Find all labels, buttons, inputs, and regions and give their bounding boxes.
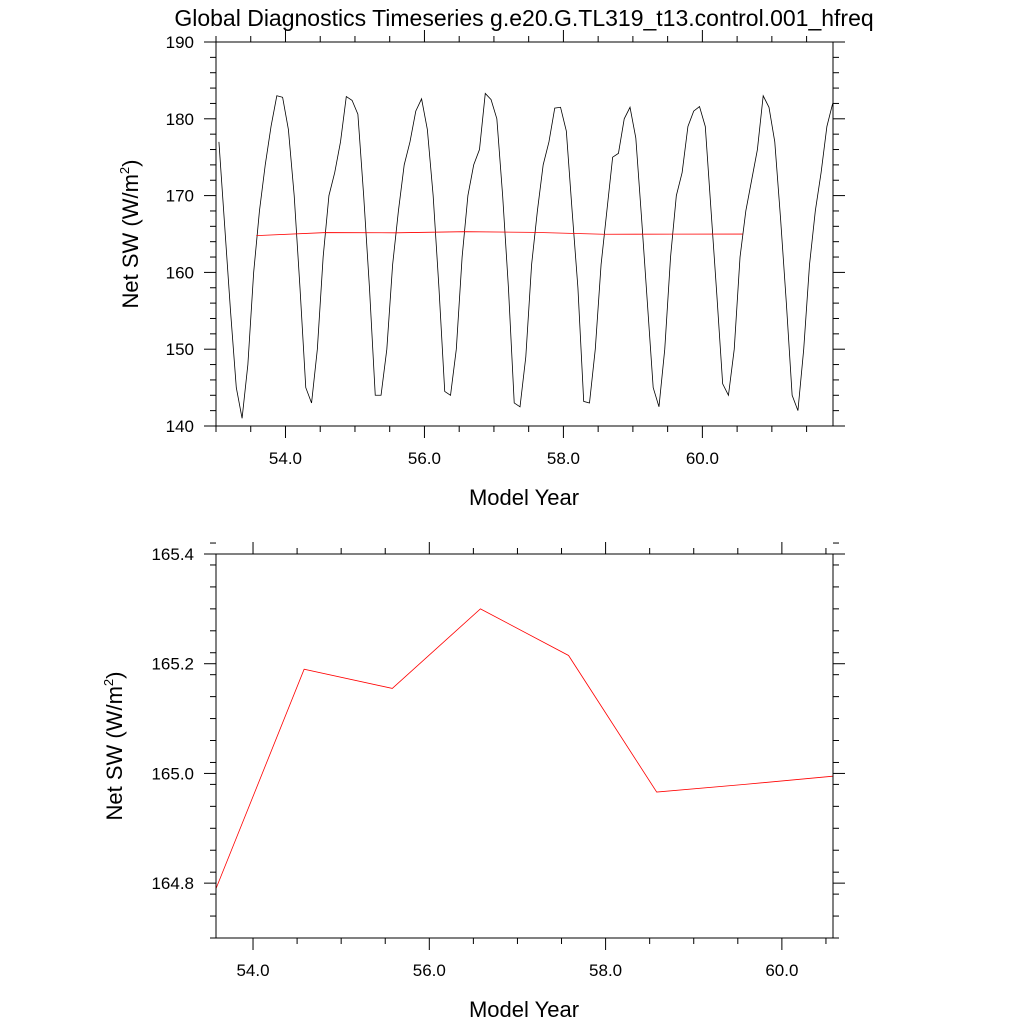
bottom-y-tick-label: 164.8 <box>151 874 194 893</box>
bottom-plot-frame <box>215 553 834 939</box>
top-x-axis-label: Model Year <box>469 485 579 510</box>
bottom-x-tick-label: 56.0 <box>413 961 446 980</box>
top-ticks: 54.0 56.0 58.0 60.0 140 150 160 170 180 190 <box>166 30 845 468</box>
bottom-x-tick-label: 54.0 <box>236 961 269 980</box>
top-plot-frame <box>215 41 834 427</box>
bottom-ticks: 54.0 56.0 58.0 60.0 164.8 165.0 165.2 165.4 <box>151 542 845 980</box>
top-series-line-1 <box>256 231 743 237</box>
top-x-tick-label: 60.0 <box>686 449 719 468</box>
top-y-tick-label: 160 <box>166 263 194 282</box>
top-series-line-0 <box>218 92 834 419</box>
bottom-y-tick-label: 165.2 <box>151 655 194 674</box>
bottom-y-axis-label: Net SW (W/m2) <box>101 672 127 821</box>
top-x-tick-label: 54.0 <box>269 449 302 468</box>
top-y-axis-label: Net SW (W/m2) <box>117 160 143 309</box>
bottom-y-tick-label: 165.4 <box>151 545 194 564</box>
top-panel: 54.0 56.0 58.0 60.0 140 150 160 170 180 190 Model… <box>117 30 845 510</box>
top-y-tick-label: 190 <box>166 33 194 52</box>
bottom-plot-data <box>215 608 834 889</box>
figure-title: Global Diagnostics Timeseries g.e20.G.TL… <box>174 5 873 31</box>
bottom-series-line-0 <box>215 608 834 889</box>
bottom-x-tick-label: 58.0 <box>589 961 622 980</box>
top-y-tick-label: 150 <box>166 340 194 359</box>
top-x-tick-label: 56.0 <box>408 449 441 468</box>
top-y-tick-label: 180 <box>166 110 194 129</box>
bottom-x-axis-label: Model Year <box>469 997 579 1022</box>
top-y-tick-label: 140 <box>166 417 194 436</box>
top-y-tick-label: 170 <box>166 187 194 206</box>
top-plot-data <box>218 92 834 419</box>
top-x-tick-label: 58.0 <box>547 449 580 468</box>
bottom-x-tick-label: 60.0 <box>765 961 798 980</box>
bottom-y-tick-label: 165.0 <box>151 764 194 783</box>
bottom-panel: 54.0 56.0 58.0 60.0 164.8 165.0 165.2 165.4 Mod… <box>101 542 845 1022</box>
